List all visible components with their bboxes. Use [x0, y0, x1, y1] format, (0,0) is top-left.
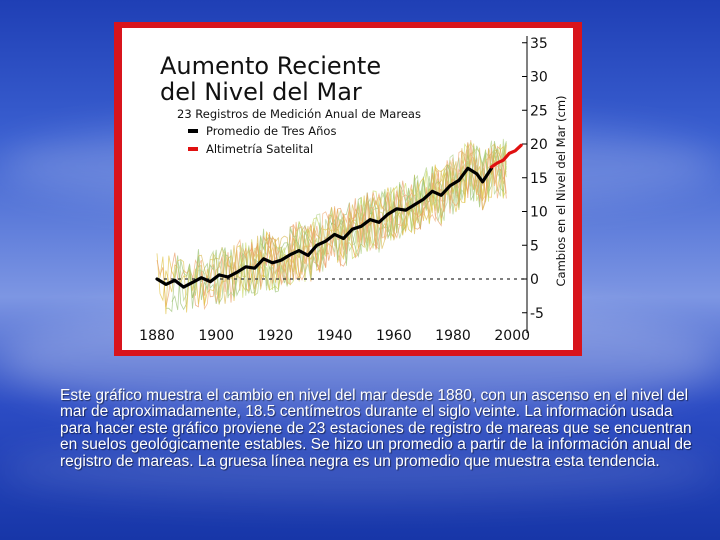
tide-gauge-trace [269, 142, 507, 286]
y-tick-label: 35 [530, 36, 548, 52]
chart-subtitle: 23 Registros de Medición Anual de Mareas [177, 107, 421, 121]
chart-card: 35 30 25 20 15 10 5 0 -5 1880 1900 1920 1940 1960 1980… [122, 28, 573, 350]
x-tick-label: 1940 [317, 328, 353, 344]
x-tick-label: 1900 [198, 328, 234, 344]
legend-label-red: Altimetría Satelital [206, 142, 313, 156]
y-tick-label: 20 [530, 137, 548, 153]
series-line-three-year-average [155, 166, 494, 289]
y-axis-label: Cambios en el Nivel del Mar (cm) [554, 95, 568, 286]
y-tick-label: 15 [530, 171, 548, 187]
background-cloud-band [0, 440, 720, 500]
x-tick-label: 1980 [435, 328, 471, 344]
tide-gauge-trace [171, 141, 507, 311]
legend-label-black: Promedio de Tres Años [206, 124, 336, 138]
caption-text: Este gráfico muestra el cambio en nivel … [60, 387, 692, 470]
y-tick-label: -5 [530, 306, 544, 322]
chart-title-line-2: del Nivel del Mar [160, 78, 362, 106]
chart-title-line-1: Aumento Reciente [160, 52, 381, 80]
tide-gauge-trace [174, 141, 507, 303]
tide-gauge-records [156, 138, 507, 315]
y-tick-label: 0 [530, 272, 539, 288]
chart-frame: 35 30 25 20 15 10 5 0 -5 1880 1900 1920 1940 1960 1980… [114, 22, 582, 356]
x-tick-label: 1920 [258, 328, 294, 344]
axis-ticks: 35 30 25 20 15 10 5 0 -5 1880 1900 1920 1940 1960 1980… [139, 36, 548, 344]
x-tick-label: 1880 [139, 328, 175, 344]
x-tick-label: 1960 [376, 328, 412, 344]
y-tick-label: 10 [530, 205, 548, 221]
y-tick-label: 25 [530, 103, 548, 119]
series-lines [155, 143, 523, 289]
series-line-satellite-altimetry [489, 143, 523, 169]
x-tick-label: 2000 [494, 328, 530, 344]
y-tick-label: 30 [530, 70, 548, 86]
sea-level-chart: 35 30 25 20 15 10 5 0 -5 1880 1900 1920 1940 1960 1980… [139, 36, 568, 344]
y-tick-label: 5 [530, 238, 539, 254]
